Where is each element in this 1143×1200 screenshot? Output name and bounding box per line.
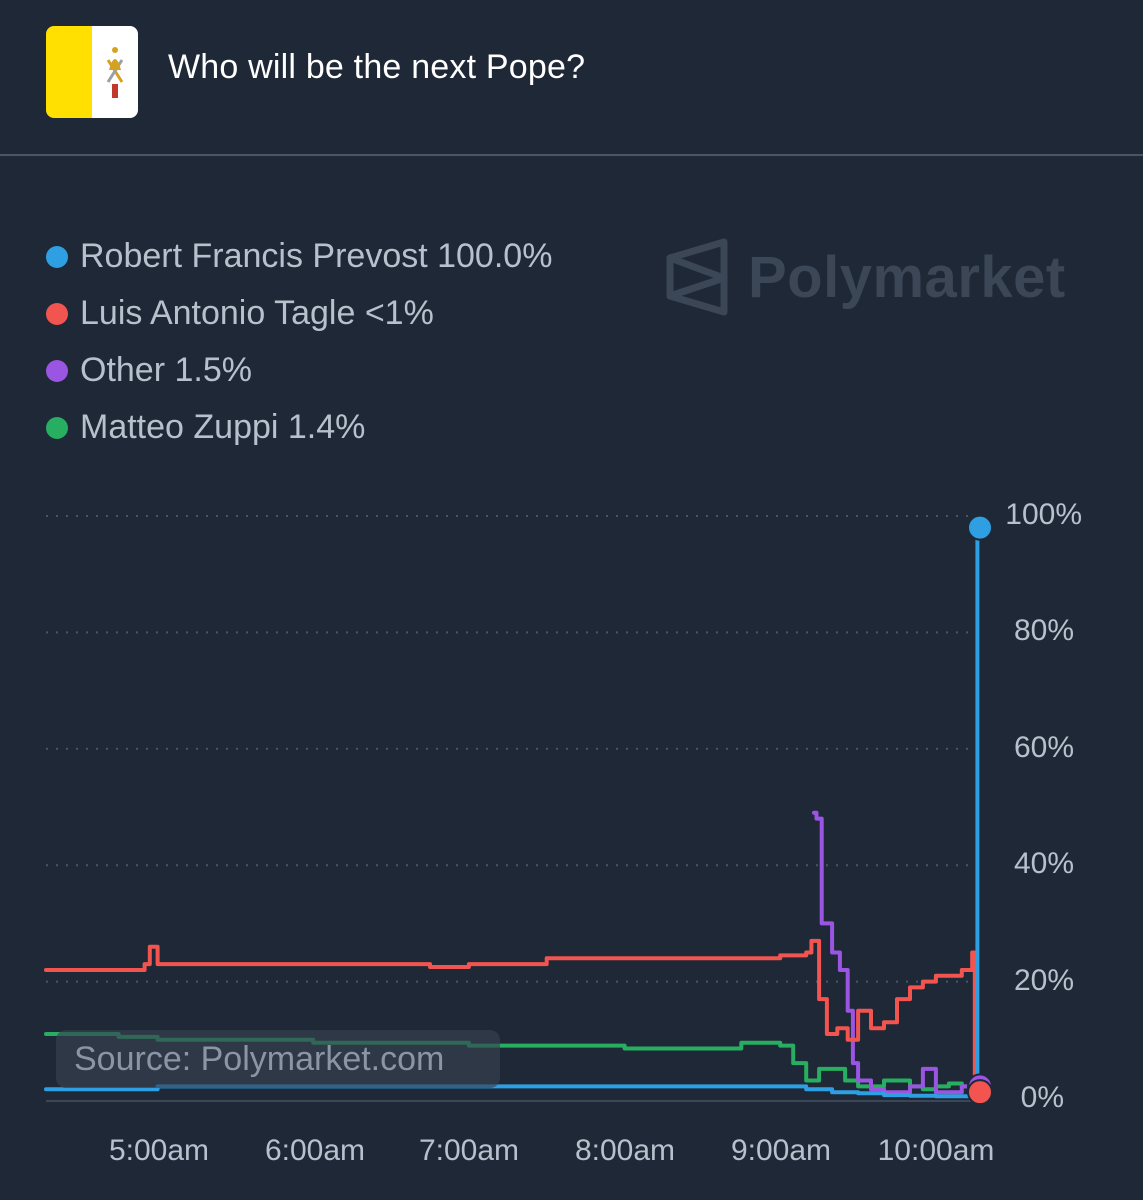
legend-dot [46,416,68,439]
vatican-flag-icon [46,26,138,118]
legend-item-tagle: Luis Antonio Tagle <1% [46,285,552,342]
source-badge [56,1030,500,1088]
endpoint-marker-luis-antonio-tagle [967,1079,993,1106]
legend-item-prevost: Robert Francis Prevost 100.0% [46,228,552,285]
x-tick-label: 9:00am [730,1134,832,1167]
x-tick-label: 6:00am [264,1134,366,1167]
header-divider [0,154,1143,156]
endpoint-marker-robert-francis-prevost [967,514,993,541]
series-line-luis-antonio-tagle [44,938,982,1095]
page-title: Who will be the next Pope? [168,48,586,86]
y-tick-label: 80% [1013,614,1074,647]
x-tick-label: 10:00am [877,1134,995,1167]
legend-label: Robert Francis Prevost 100.0% [80,237,553,275]
y-tick-label: 100% [1005,498,1082,531]
x-tick-label: 8:00am [574,1134,676,1167]
series-line-robert-francis-prevost [44,525,982,1099]
y-tick-label: 0% [1020,1081,1064,1114]
legend-dot [46,245,68,268]
source-label: Source: Polymarket.com [74,1040,445,1078]
y-tick-label: 20% [1013,964,1074,997]
legend-label: Matteo Zuppi 1.4% [80,408,366,446]
polymarket-watermark: Polymarket [664,238,1066,316]
watermark-label: Polymarket [748,244,1066,310]
x-tick-label: 5:00am [108,1134,210,1167]
y-tick-label: 40% [1013,847,1074,880]
y-tick-label: 60% [1013,731,1074,764]
series-line-other [812,810,982,1095]
legend-label: Luis Antonio Tagle <1% [80,294,434,332]
legend-item-other: Other 1.5% [46,342,552,399]
legend-item-zuppi: Matteo Zuppi 1.4% [46,399,552,456]
chart-legend: Robert Francis Prevost 100.0% Luis Anton… [46,228,552,456]
legend-dot [46,302,68,325]
header: Who will be the next Pope? [0,0,1143,154]
legend-label: Other 1.5% [80,351,252,389]
x-tick-label: 7:00am [418,1134,520,1167]
legend-dot [46,359,68,382]
polymarket-logo-icon [666,238,728,316]
